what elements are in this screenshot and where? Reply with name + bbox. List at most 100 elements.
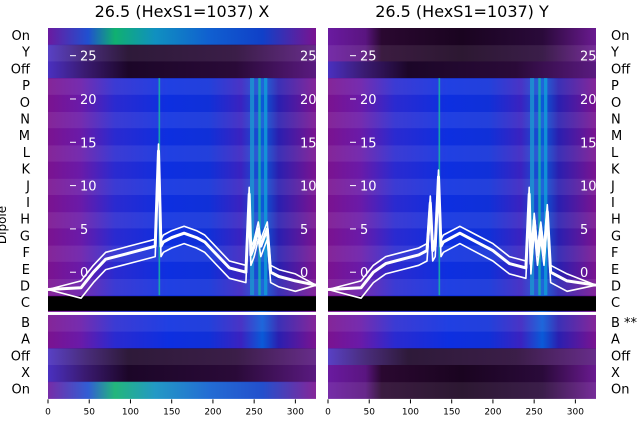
row-label: A (21, 333, 30, 348)
overlay-ytick-label: 25 (80, 50, 97, 65)
xtick-label: 200 (204, 407, 221, 417)
signal-stripe (250, 78, 255, 296)
overlay-ytick-label: 20 (360, 93, 377, 108)
overlay-ytick-label: 5 (360, 223, 368, 238)
row-label: I (611, 196, 615, 211)
overlay-ytick-label-right: 5 (300, 223, 308, 238)
y-axis-label: Dipole (0, 206, 9, 244)
xtick-label: 200 (484, 407, 501, 417)
row-label: Off (611, 62, 631, 77)
row-label: L (611, 146, 619, 161)
separator-band (328, 296, 596, 311)
xtick-label: 50 (364, 407, 376, 417)
heatmap-row (328, 94, 596, 112)
heatmap-row (328, 314, 596, 333)
heatmap-row (48, 195, 316, 213)
heatmap-row (48, 161, 316, 179)
heatmap-row (48, 44, 316, 62)
row-label: O (20, 96, 30, 111)
overlay-trace (47, 160, 317, 299)
heatmap-row (48, 94, 316, 112)
xtick-label: 150 (443, 407, 460, 417)
heatmap-row (48, 144, 316, 163)
heatmap-row (328, 365, 596, 383)
heatmap-row (48, 78, 316, 96)
separator-band (48, 296, 316, 311)
overlay-trace (327, 175, 597, 291)
panel-title: 26.5 (HexS1=1037) X (95, 2, 270, 21)
xtick-label: 0 (45, 407, 51, 417)
xtick-label: 100 (122, 407, 139, 417)
heatmap-row (48, 348, 316, 366)
row-label: O (611, 96, 621, 111)
heatmap-row (328, 245, 596, 263)
heatmap-row (328, 78, 596, 96)
row-label: B (21, 316, 30, 331)
overlay-trace (47, 149, 317, 291)
overlay-ytick-label-right: 10 (300, 180, 317, 195)
overlay-ytick-label-right: 5 (580, 223, 588, 238)
row-label: J (610, 179, 615, 194)
heatmap-row (48, 278, 316, 296)
xtick-label: 300 (287, 407, 304, 417)
row-label: On (611, 29, 629, 44)
overlay-ytick-label-right: 20 (580, 93, 597, 108)
overlay-ytick-label: 10 (80, 180, 97, 195)
heatmap-row (328, 278, 596, 296)
row-label: C (611, 296, 620, 311)
xtick-label: 100 (402, 407, 419, 417)
overlay-ytick-label-right: 0 (300, 266, 308, 281)
overlay-ytick-label-right: 25 (300, 50, 317, 65)
row-label: On (611, 383, 629, 398)
overlay-ytick-label-right: 10 (580, 180, 597, 195)
signal-stripe (544, 78, 548, 296)
panel-x: 26.5 (HexS1=1037) XOnYOffPONMLKJIHGFEDCB… (11, 2, 317, 417)
overlay-ytick-label-right: 15 (300, 136, 317, 151)
heatmap-row (48, 61, 316, 79)
heatmap-row (48, 28, 316, 46)
row-label: I (26, 196, 30, 211)
panel-y: 26.5 (HexS1=1037) YOnYOffPONMLKJIHGFEDCB… (325, 2, 637, 417)
row-label: N (20, 113, 30, 128)
row-label: G (611, 229, 621, 244)
row-label: K (21, 163, 30, 178)
xtick-label: 150 (163, 407, 180, 417)
heatmap-row (328, 128, 596, 146)
overlay-ytick-label-right: 15 (580, 136, 597, 151)
overlay-trace (47, 143, 317, 291)
row-label: D (611, 280, 621, 295)
gap-line (48, 311, 316, 315)
heatmap-row (48, 261, 316, 279)
overlay-ytick-label: 25 (360, 50, 377, 65)
row-label: L (23, 146, 31, 161)
heatmap-row (328, 195, 596, 213)
row-label: Y (21, 46, 30, 61)
overlay-ytick-label: 0 (80, 266, 88, 281)
row-label: E (22, 263, 30, 278)
signal-stripe (264, 78, 268, 296)
row-label: E (611, 263, 619, 278)
row-label: P (22, 79, 30, 94)
row-label: Off (11, 349, 31, 364)
row-label: H (611, 213, 621, 228)
row-label: G (20, 229, 30, 244)
row-label: Off (11, 62, 31, 77)
row-label: A (611, 333, 620, 348)
heatmap-row (48, 245, 316, 263)
gap-line (328, 311, 596, 315)
overlay-ytick-label: 15 (360, 136, 377, 151)
heatmap-row (328, 381, 596, 399)
xtick-label: 250 (246, 407, 263, 417)
heatmap-row (328, 61, 596, 79)
xtick-label: 300 (567, 407, 584, 417)
heatmap-row (328, 144, 596, 163)
heatmap-row (48, 111, 316, 129)
overlay-ytick-label-right: 25 (580, 50, 597, 65)
row-label: H (20, 213, 30, 228)
row-label: F (23, 246, 30, 261)
heatmap-row (328, 348, 596, 366)
overlay-ytick-label-right: 0 (580, 266, 588, 281)
row-label: K (611, 163, 620, 178)
row-label: X (611, 366, 620, 381)
